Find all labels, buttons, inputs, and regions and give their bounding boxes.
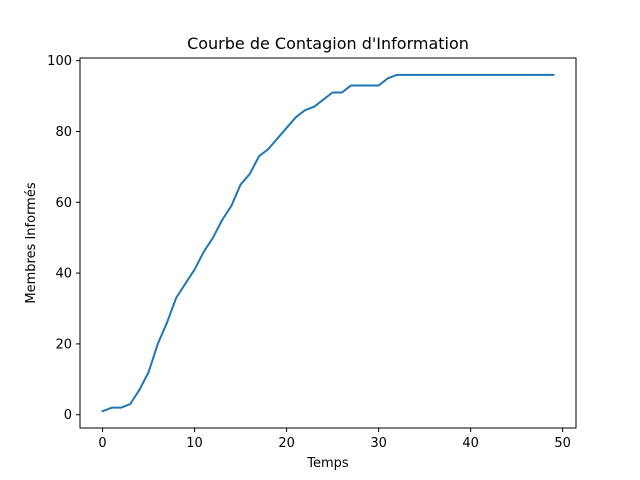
x-tick-label: 0: [98, 436, 106, 451]
y-tick-label: 0: [64, 408, 72, 423]
x-tick-label: 50: [554, 436, 571, 451]
x-tick-label: 30: [370, 436, 387, 451]
plot-frame: [79, 57, 577, 429]
chart-title: Courbe de Contagion d'Information: [187, 34, 469, 53]
x-axis-ticks: 0 10 20 30 40 50: [98, 428, 571, 451]
y-tick-label: 40: [55, 267, 72, 282]
y-tick-label: 80: [55, 125, 72, 140]
y-tick-label: 20: [55, 337, 72, 352]
y-tick-label: 60: [55, 196, 72, 211]
y-tick-label: 100: [47, 54, 72, 69]
y-axis-label: Membres Informés: [24, 182, 39, 303]
x-tick-label: 40: [462, 436, 479, 451]
x-axis-label: Temps: [306, 456, 349, 471]
x-tick-label: 20: [278, 436, 295, 451]
y-axis-ticks: 0 20 40 60 80 100: [47, 54, 80, 423]
x-tick-label: 10: [186, 436, 203, 451]
series-line: [101, 73, 555, 413]
